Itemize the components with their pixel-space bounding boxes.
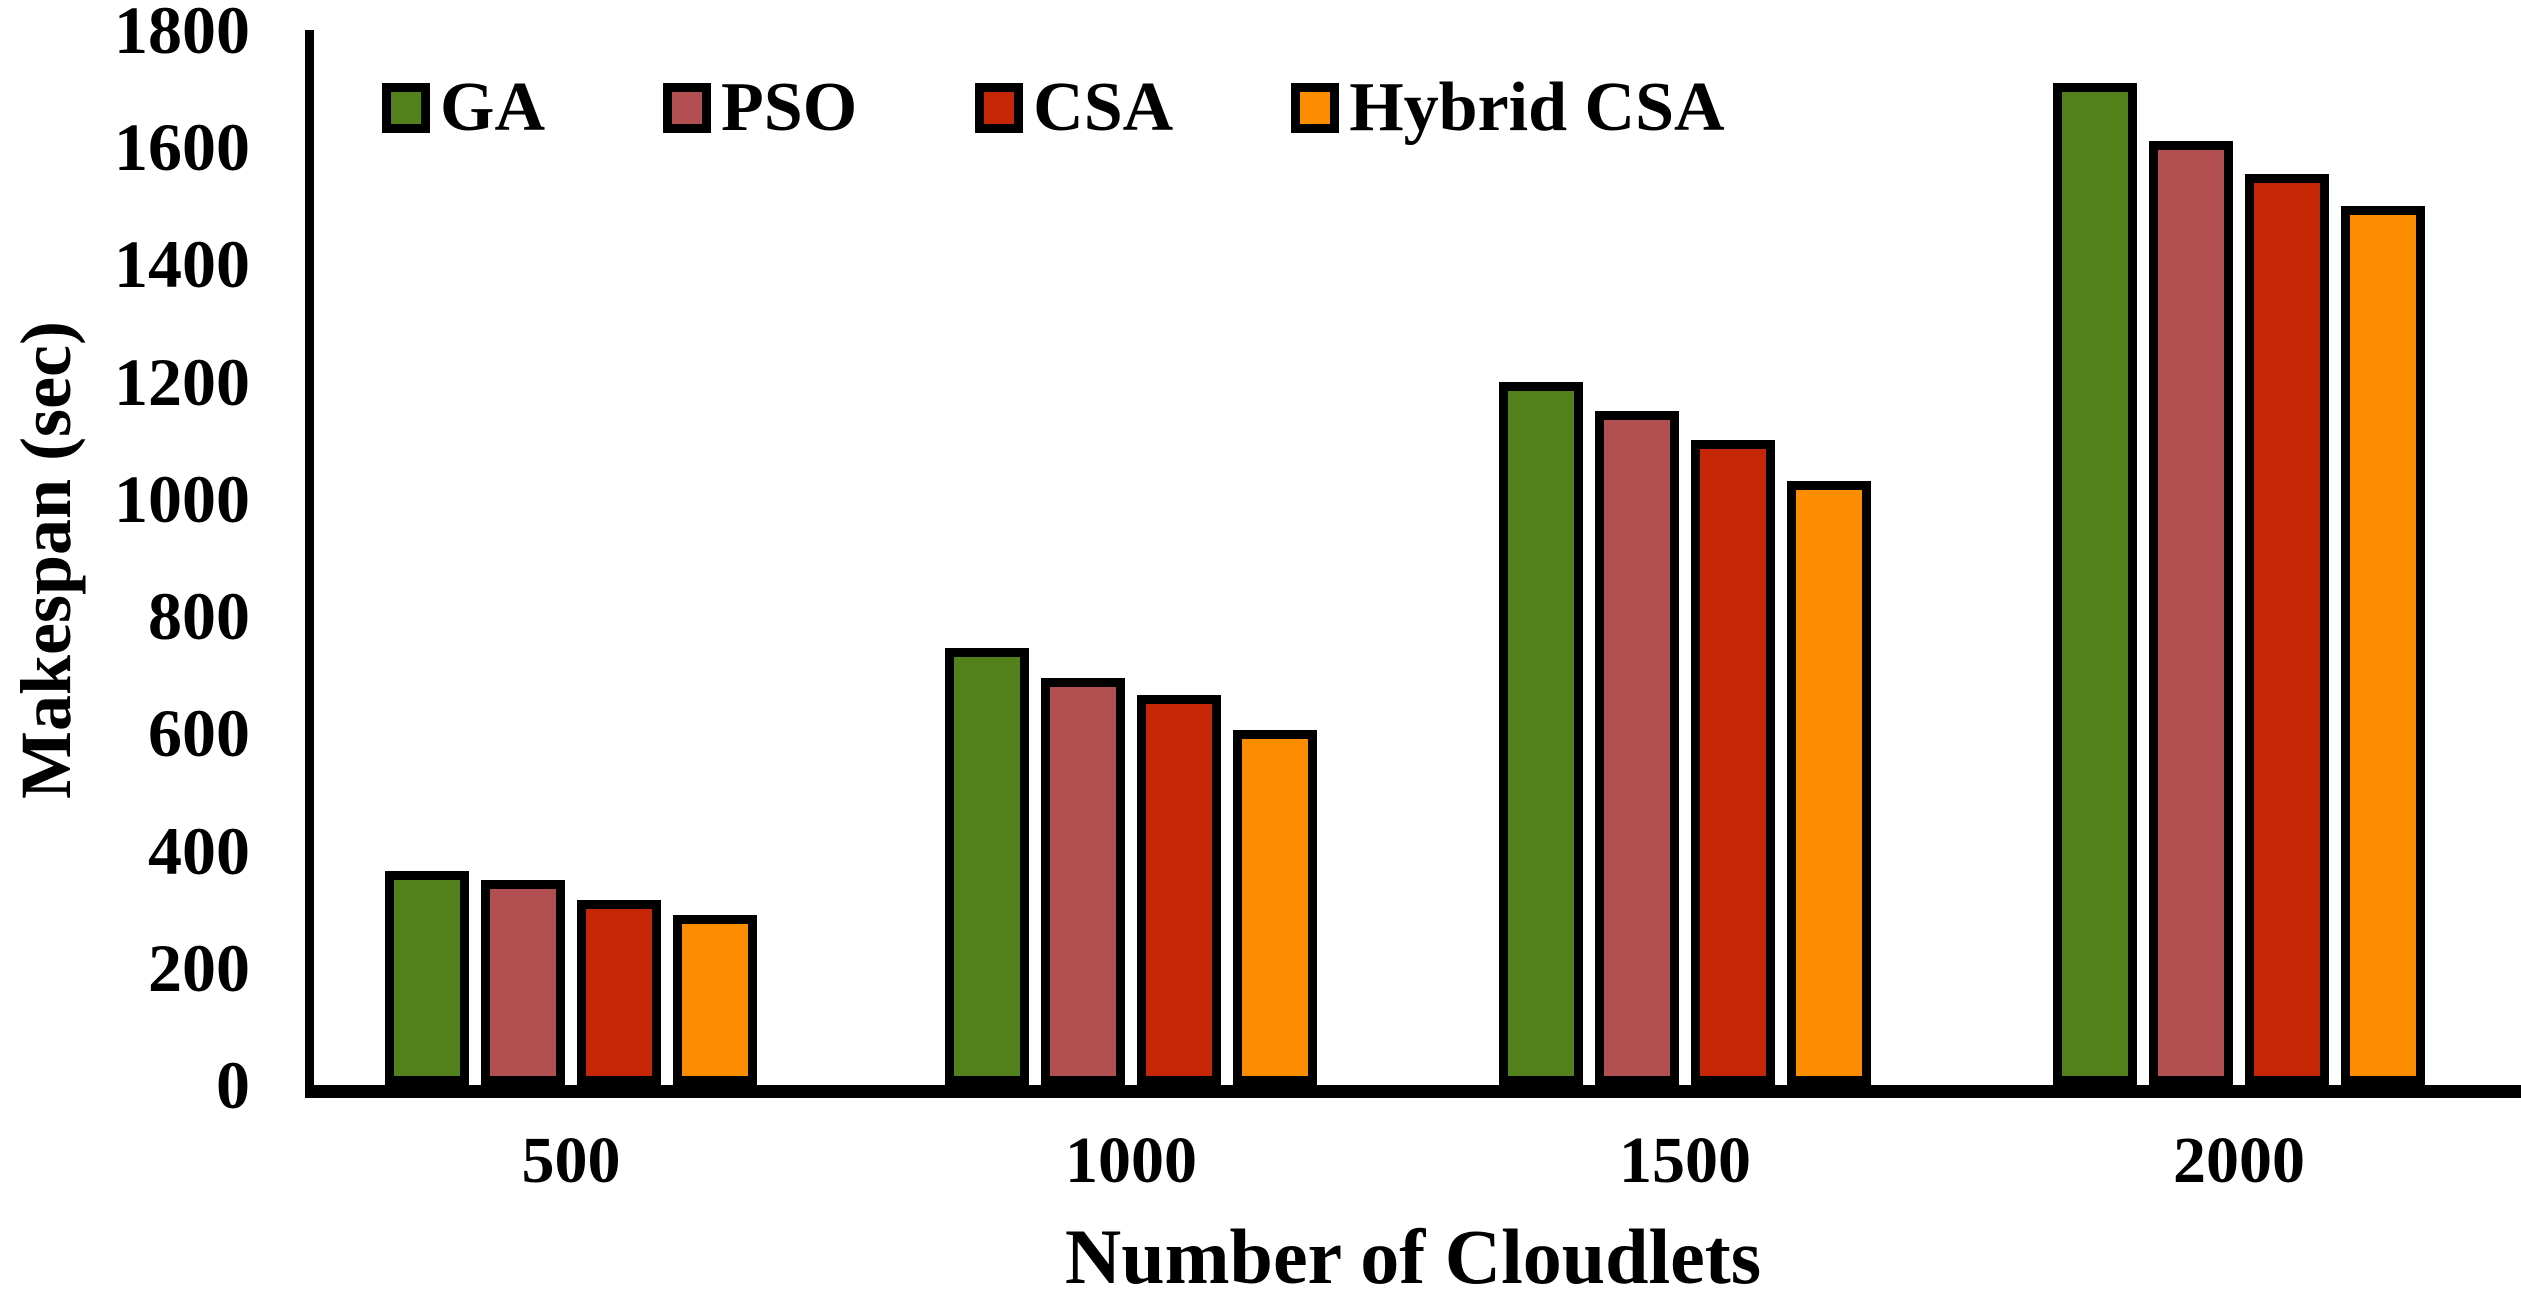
y-tick-label: 1800 (114, 0, 250, 68)
bar-ga-1000 (945, 648, 1029, 1085)
x-tick-label: 2000 (2173, 1124, 2305, 1197)
bar-hybrid-csa-1000 (1233, 730, 1317, 1085)
legend-swatch-icon (663, 83, 711, 133)
legend-label: Hybrid CSA (1349, 69, 1725, 146)
bar-pso-1500 (1595, 411, 1679, 1085)
bar-group-1000 (945, 648, 1317, 1085)
legend-label: CSA (1033, 69, 1174, 146)
y-tick-label: 600 (148, 695, 250, 772)
bar-csa-1000 (1137, 695, 1221, 1085)
legend-swatch-icon (975, 83, 1024, 133)
bar-group-500 (385, 871, 757, 1085)
legend-item: Hybrid CSA (1291, 69, 1725, 146)
y-tick-label: 1200 (114, 343, 250, 420)
bar-csa-1500 (1691, 440, 1775, 1085)
bar-ga-500 (385, 871, 469, 1085)
bar-ga-2000 (2053, 83, 2137, 1085)
legend-label: GA (440, 69, 545, 146)
bar-hybrid-csa-1500 (1787, 481, 1871, 1085)
y-tick-label: 1000 (114, 460, 250, 537)
legend-item: CSA (975, 73, 1173, 143)
legend-label: PSO (721, 69, 858, 146)
bar-group-1500 (1499, 382, 1871, 1085)
x-tick-label: 500 (521, 1124, 621, 1197)
y-tick-label: 0 (216, 1047, 250, 1123)
bar-pso-1000 (1041, 678, 1125, 1085)
bar-hybrid-csa-500 (673, 915, 757, 1085)
y-axis-tick-labels: 0 200 400 600 800 1000 1200 1400 1600 1800 (0, 0, 250, 1119)
legend: GA PSO CSA Hybrid CSA (382, 60, 1725, 156)
bar-csa-2000 (2245, 174, 2329, 1085)
legend-swatch-icon (382, 83, 430, 133)
y-tick-label: 400 (148, 812, 250, 889)
plot-area: GA PSO CSA Hybrid CSA (305, 30, 2521, 1098)
y-tick-label: 1400 (114, 226, 250, 303)
x-tick-label: 1500 (1619, 1124, 1751, 1197)
bar-pso-500 (481, 880, 565, 1085)
y-tick-label: 800 (148, 578, 250, 655)
bar-hybrid-csa-2000 (2341, 206, 2425, 1085)
legend-swatch-icon (1291, 83, 1340, 133)
bar-group-2000 (2053, 83, 2425, 1085)
x-axis-title: Number of Cloudlets (1064, 1213, 1762, 1300)
legend-item: PSO (663, 73, 857, 143)
bar-ga-1500 (1499, 382, 1583, 1085)
legend-item: GA (382, 73, 545, 143)
bar-pso-2000 (2149, 141, 2233, 1085)
y-tick-label: 1600 (114, 109, 250, 186)
bar-csa-500 (577, 900, 661, 1085)
x-tick-label: 1000 (1065, 1124, 1197, 1197)
y-tick-label: 200 (148, 929, 250, 1006)
